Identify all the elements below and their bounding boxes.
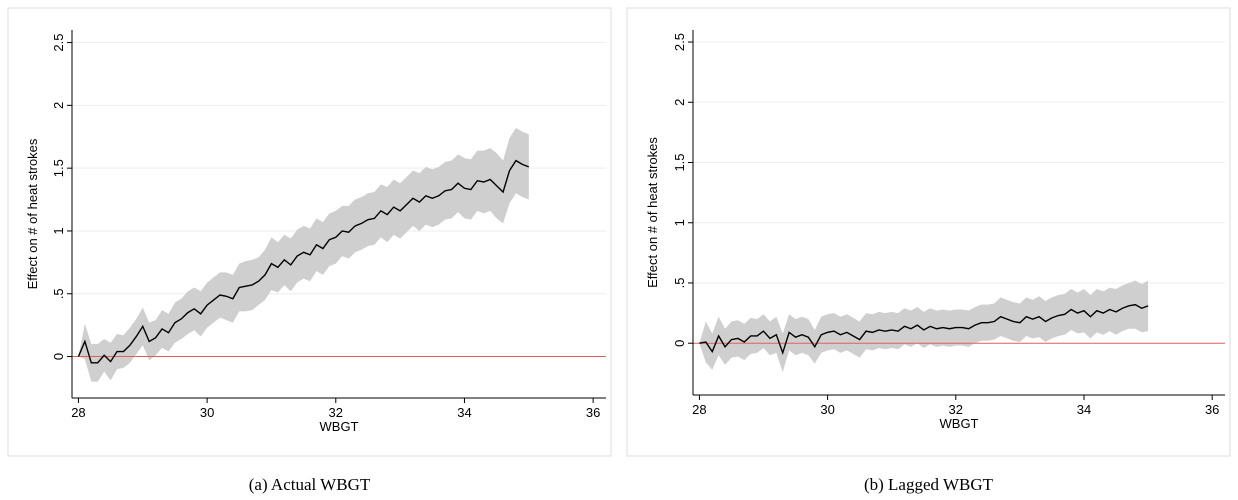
y-axis-label: Effect on # of heat strokes bbox=[25, 138, 40, 289]
x-tick-label: 28 bbox=[71, 405, 85, 420]
x-tick-label: 34 bbox=[1077, 402, 1091, 417]
x-tick-label: 28 bbox=[692, 402, 706, 417]
x-tick-label: 36 bbox=[1205, 402, 1219, 417]
chart-frame bbox=[626, 7, 1231, 457]
y-tick-label: 0 bbox=[672, 340, 687, 347]
x-axis-label: WBGT bbox=[940, 416, 979, 431]
y-axis-label: Effect on # of heat strokes bbox=[645, 137, 660, 288]
confidence-band bbox=[699, 280, 1149, 373]
x-tick-label: 32 bbox=[949, 402, 963, 417]
x-tick-label: 34 bbox=[457, 405, 471, 420]
estimate-line bbox=[699, 303, 1149, 356]
x-tick-label: 30 bbox=[200, 405, 214, 420]
y-tick-label: 2 bbox=[51, 102, 66, 109]
y-tick-label: 2.5 bbox=[672, 33, 687, 51]
y-tick-label: 1 bbox=[51, 227, 66, 234]
x-tick-label: 32 bbox=[329, 405, 343, 420]
x-tick-label: 36 bbox=[586, 405, 600, 420]
chart-panel-actual: 0 .5 1 1.5 2 2.5 28 30 32 34 36 WBGT Effect on # of … bbox=[7, 7, 612, 494]
y-tick-label: .5 bbox=[672, 278, 687, 289]
y-tick-label: 2.5 bbox=[51, 34, 66, 52]
y-tick-label: 2 bbox=[672, 99, 687, 106]
y-tick-label: 0 bbox=[51, 353, 66, 360]
caption-actual-wbgt: (a) Actual WBGT bbox=[248, 475, 371, 494]
x-axis-label: WBGT bbox=[320, 419, 359, 434]
y-tick-label: 1.5 bbox=[672, 153, 687, 171]
chart-actual-wbgt: 0 .5 1 1.5 2 2.5 28 30 32 34 36 WBGT Effect on # of … bbox=[7, 7, 612, 457]
chart-lagged-wbgt: 0 .5 1 1.5 2 2.5 28 30 32 34 36 WBGT Effect on # of … bbox=[626, 7, 1231, 457]
caption-lagged-wbgt: (b) Lagged WBGT bbox=[863, 475, 994, 494]
y-tick-label: 1.5 bbox=[51, 159, 66, 177]
confidence-band bbox=[78, 127, 529, 382]
y-tick-label: 1 bbox=[672, 219, 687, 226]
x-tick-label: 30 bbox=[820, 402, 834, 417]
y-tick-label: .5 bbox=[51, 288, 66, 299]
estimate-line bbox=[77, 159, 530, 364]
chart-panel-lagged: 0 .5 1 1.5 2 2.5 28 30 32 34 36 WBGT Effect on # of … bbox=[619, 0, 1238, 500]
chart-frame bbox=[7, 7, 612, 457]
